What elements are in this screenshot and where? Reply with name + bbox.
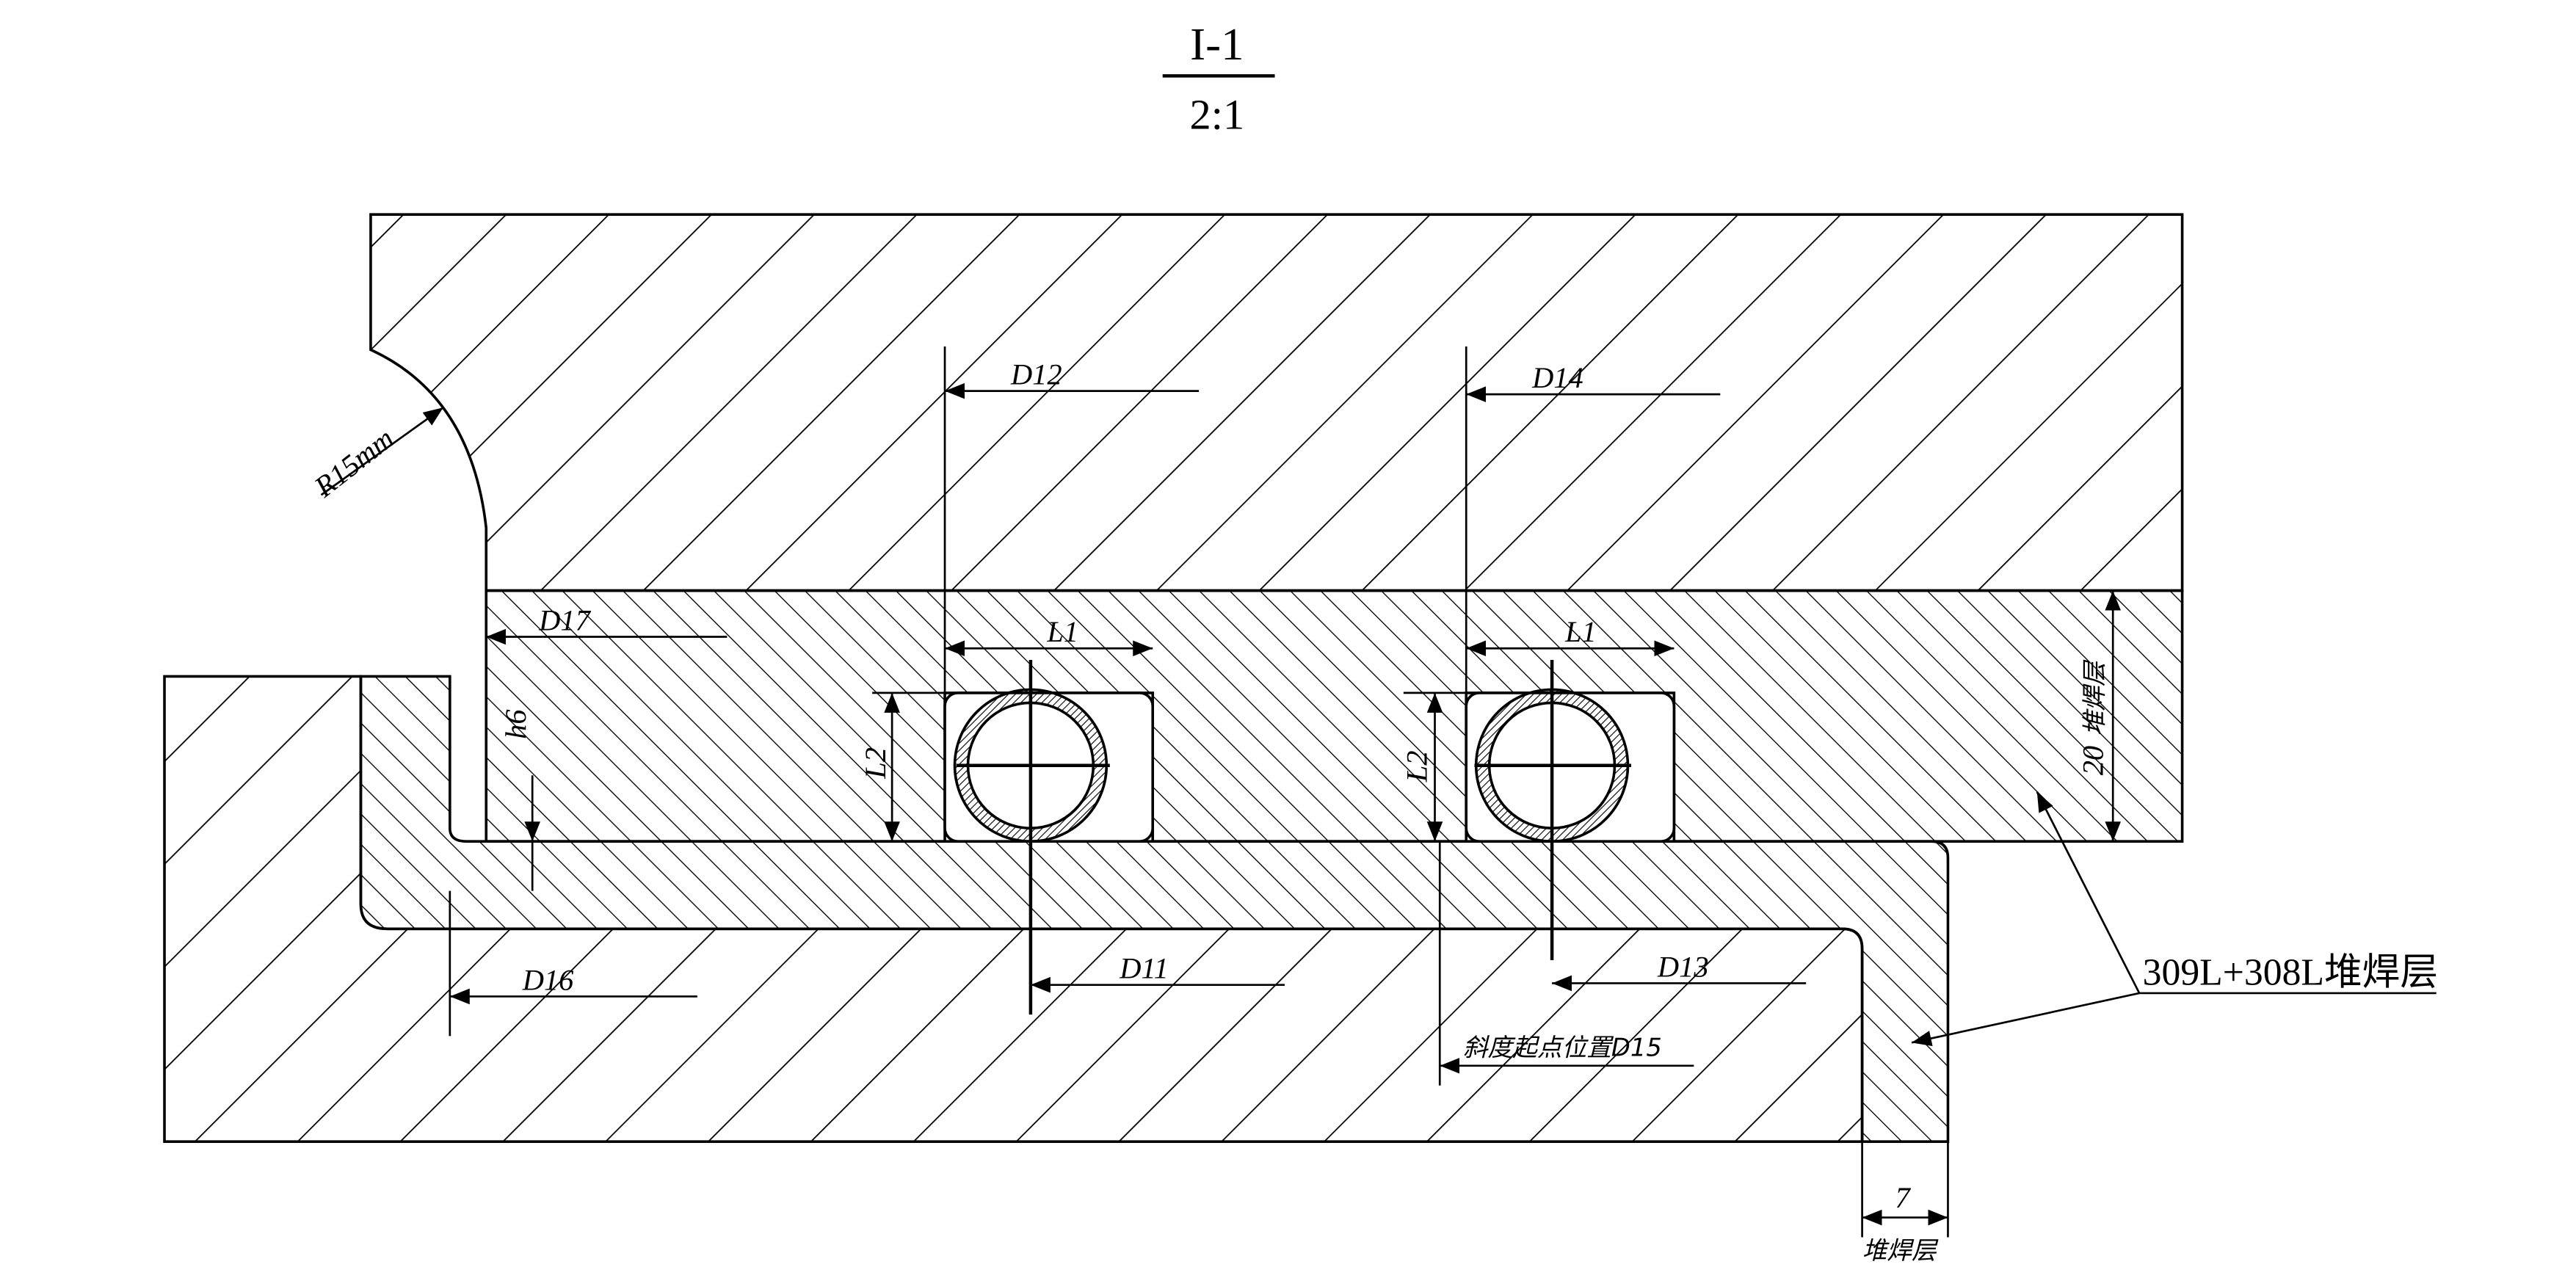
- material-leaders: [1911, 791, 2437, 1047]
- overlay-thickness-label: 20: [2077, 746, 2110, 775]
- d12-label: D12: [1010, 358, 1062, 391]
- view-title: I-1 2:1: [1162, 18, 1275, 138]
- left-groove: [943, 659, 1155, 1015]
- l1-right-label: L1: [1564, 615, 1597, 648]
- scale-label: 2:1: [1190, 90, 1245, 138]
- bottom-overlay-label: 堆焊层: [1862, 1236, 1939, 1265]
- d14-label: D14: [1531, 361, 1583, 394]
- d11-label: D11: [1119, 952, 1169, 985]
- d13-label: D13: [1657, 950, 1709, 983]
- extension-lines: [449, 346, 2130, 1238]
- overlay-vertical-label: 堆焊层: [2080, 659, 2109, 736]
- upper-base-metal: [369, 213, 2184, 592]
- d16-label: D16: [522, 963, 574, 996]
- d17-label: D17: [538, 604, 591, 637]
- l1-left-label: L1: [1046, 615, 1078, 648]
- right-groove: [1465, 659, 1676, 960]
- overlay-material-label: 309L+308L堆焊层: [2143, 952, 2438, 994]
- bottom-thickness-label: 7: [1895, 1181, 1912, 1214]
- d15-label: 斜度起点位置D15: [1463, 1033, 1662, 1061]
- upper-overlay-band: [485, 589, 2184, 843]
- dimension-lines: [320, 382, 2121, 1226]
- l2-right-label: L2: [1400, 751, 1433, 783]
- view-label: I-1: [1190, 18, 1244, 70]
- radius-label: R15mm: [308, 421, 400, 504]
- h6-label: h6: [499, 709, 532, 739]
- l2-left-label: L2: [859, 747, 892, 780]
